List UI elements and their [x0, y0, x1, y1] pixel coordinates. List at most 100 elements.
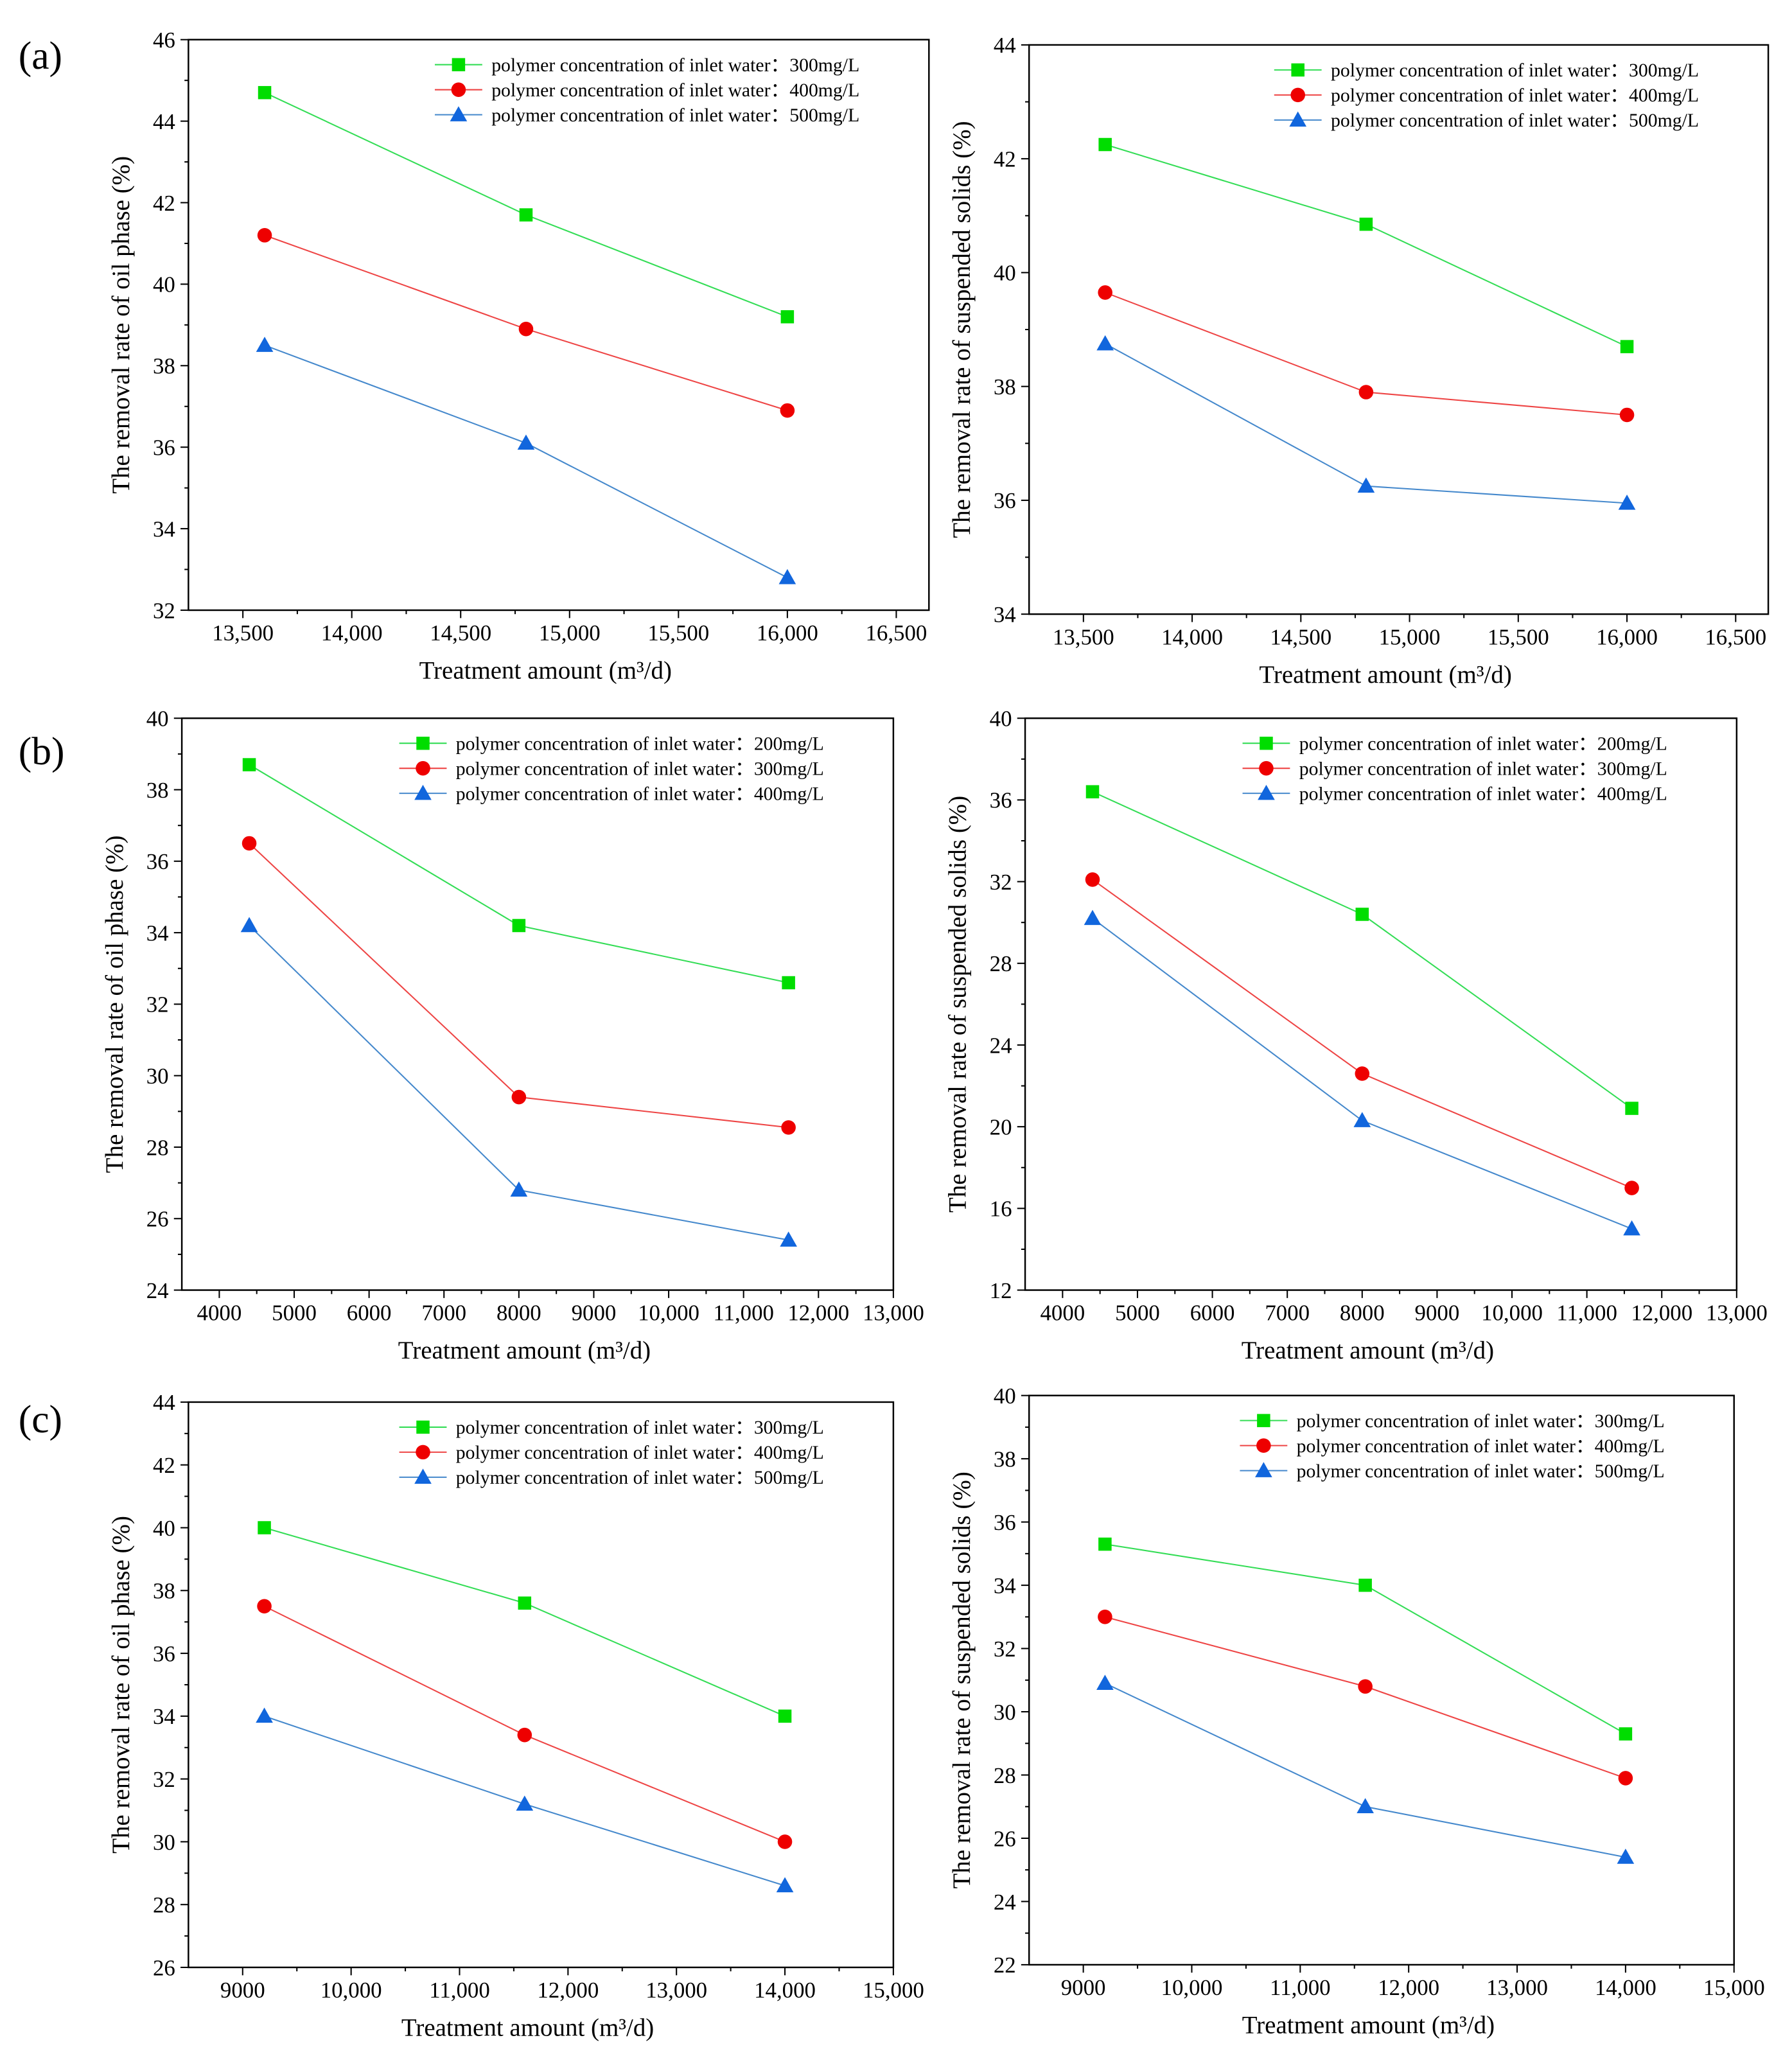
- legend-entry-2: polymer concentration of inlet water：400…: [491, 80, 859, 101]
- chart-1: 32 34 36 38 40 42 44 46 13,500 14,000 14,500 15,000…: [107, 28, 930, 685]
- x-tick-label: 5000: [1115, 1301, 1160, 1326]
- x-tick-label: 9000: [572, 1301, 617, 1326]
- y-tick-label: 32: [146, 992, 169, 1017]
- marker-circle: [1085, 872, 1100, 887]
- x-tick-label: 14,000: [754, 1978, 816, 2003]
- marker-triangle: [1084, 909, 1102, 926]
- x-tick-label: 12,000: [537, 1978, 599, 2003]
- marker-square: [452, 58, 466, 71]
- x-tick-label: 15,000: [1703, 1975, 1765, 2000]
- x-tick-label: 4000: [197, 1301, 242, 1326]
- y-tick-label: 26: [153, 1955, 175, 1980]
- legend-entry-3: polymer concentration of inlet water：500…: [1297, 1461, 1665, 1482]
- x-axis-label: Treatment amount (m³/d): [1259, 661, 1511, 689]
- marker-square: [1098, 1537, 1112, 1551]
- marker-triangle: [256, 337, 274, 352]
- y-tick-label: 38: [994, 1446, 1016, 1472]
- y-axis-label: The removal rate of oil phase (%): [107, 156, 135, 494]
- y-tick-label: 30: [146, 1064, 169, 1089]
- marker-square: [1257, 1414, 1270, 1427]
- marker-circle: [1355, 1066, 1370, 1081]
- series-line-2: [249, 843, 789, 1129]
- marker-circle: [451, 82, 466, 97]
- series-line-1: [264, 92, 788, 318]
- x-tick-label: 10,000: [1161, 1975, 1223, 2000]
- x-tick-label: 10,000: [1481, 1301, 1543, 1326]
- y-tick-label: 34: [146, 920, 169, 945]
- marker-square: [416, 736, 430, 750]
- marker-circle: [1624, 1181, 1639, 1195]
- marker-square: [1098, 137, 1112, 152]
- x-tick-label: 12,000: [1631, 1301, 1692, 1326]
- y-axis-label: The removal rate of suspended solids (%): [944, 796, 972, 1213]
- y-tick-label: 38: [146, 778, 169, 803]
- y-tick-label: 42: [153, 1453, 175, 1478]
- legend-entry-2: polymer concentration of inlet water：300…: [456, 758, 824, 779]
- y-tick-label: 40: [146, 707, 169, 732]
- marker-triangle: [256, 1707, 273, 1723]
- x-tick-label: 15,000: [1379, 624, 1441, 649]
- x-tick-label: 15,000: [863, 1978, 924, 2003]
- y-tick-label: 42: [994, 146, 1016, 171]
- marker-triangle: [510, 1181, 528, 1197]
- series-line-3: [264, 344, 788, 579]
- marker-triangle: [414, 784, 432, 800]
- marker-circle: [1256, 1438, 1271, 1453]
- marker-square: [242, 758, 256, 771]
- legend-entry-1: polymer concentration of inlet water：200…: [456, 733, 824, 754]
- y-tick-label: 40: [153, 1516, 175, 1541]
- y-tick-label: 26: [994, 1826, 1016, 1851]
- y-tick-label: 40: [990, 707, 1012, 732]
- series-line-1: [1105, 1543, 1626, 1735]
- y-tick-label: 34: [994, 1573, 1016, 1598]
- marker-square: [1358, 1578, 1372, 1592]
- marker-circle: [257, 227, 272, 243]
- legend-entry-3: polymer concentration of inlet water：500…: [456, 1467, 824, 1488]
- x-tick-label: 10,000: [638, 1301, 699, 1326]
- y-tick-label: 28: [146, 1135, 169, 1160]
- y-tick-label: 24: [146, 1278, 169, 1303]
- legend-entry-2: polymer concentration of inlet water：300…: [1299, 758, 1667, 779]
- x-tick-label: 14,000: [1595, 1975, 1656, 2000]
- legend-entry-3: polymer concentration of inlet water：500…: [1331, 110, 1699, 131]
- marker-triangle: [516, 1795, 534, 1811]
- x-tick-label: 15,500: [647, 620, 709, 646]
- legend-entry-2: polymer concentration of inlet water：400…: [456, 1442, 824, 1463]
- x-tick-label: 16,500: [865, 620, 927, 646]
- x-tick-label: 14,500: [1270, 624, 1331, 649]
- series-line-1: [264, 1527, 786, 1717]
- x-axis-label: Treatment amount (m³/d): [1242, 2012, 1495, 2039]
- legend-entry-3: polymer concentration of inlet water：400…: [456, 783, 824, 804]
- y-axis-label: The removal rate of oil phase (%): [107, 1516, 135, 1854]
- x-tick-label: 14,500: [430, 620, 491, 646]
- legend-entry-2: polymer concentration of inlet water：400…: [1297, 1436, 1665, 1457]
- chart-5: 26 28 30 32 34 36 38 40 42 44 9000 10,000 11,000 12,0…: [107, 1390, 924, 2041]
- legend-entry-1: polymer concentration of inlet water：300…: [491, 55, 859, 76]
- marker-circle: [517, 1727, 532, 1743]
- marker-triangle: [1258, 784, 1275, 800]
- y-tick-label: 32: [153, 1767, 175, 1792]
- marker-square: [1620, 340, 1634, 353]
- x-tick-label: 4000: [1040, 1301, 1085, 1326]
- marker-square: [519, 208, 533, 222]
- x-tick-label: 9000: [1061, 1975, 1106, 2000]
- marker-square: [782, 976, 795, 990]
- marker-triangle: [1096, 335, 1114, 351]
- y-axis-label: The removal rate of oil phase (%): [101, 835, 128, 1173]
- y-tick-label: 28: [994, 1763, 1016, 1788]
- y-tick-label: 20: [990, 1114, 1012, 1139]
- y-tick-label: 42: [153, 191, 175, 216]
- legend-entry-3: polymer concentration of inlet water：500…: [491, 105, 859, 126]
- marker-triangle: [776, 1877, 794, 1893]
- y-tick-label: 44: [153, 109, 175, 134]
- marker-square: [780, 310, 795, 324]
- chart-3: 24 26 28 30 32 34 36 38 40 4000 5000 6000 7000 8000 90…: [101, 707, 924, 1365]
- panel-label-c: (c): [19, 1398, 62, 1441]
- marker-circle: [416, 1445, 430, 1460]
- panel-label-b: (b): [19, 730, 65, 773]
- x-tick-label: 16,500: [1705, 624, 1766, 649]
- y-tick-label: 36: [994, 488, 1016, 513]
- y-axis-label: The removal rate of suspended solids (%): [948, 121, 976, 538]
- x-tick-label: 12,000: [787, 1301, 849, 1326]
